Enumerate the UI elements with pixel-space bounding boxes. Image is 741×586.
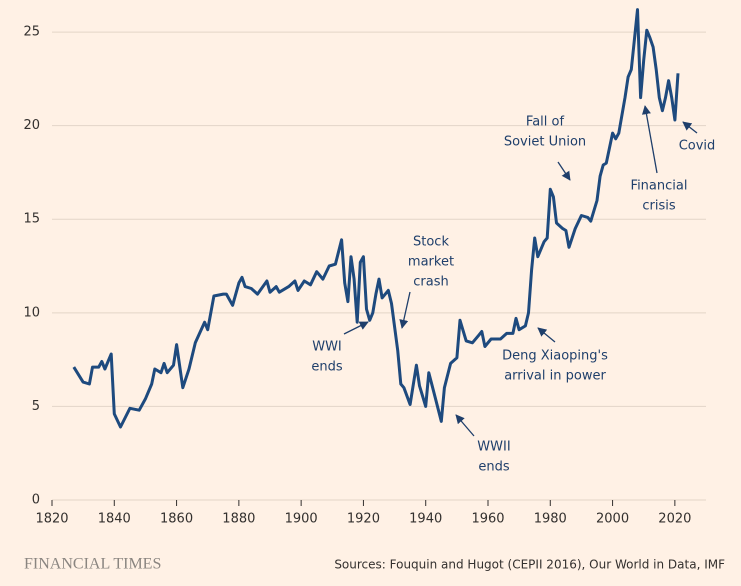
annotation: market [408,255,454,270]
annotation: WWII [477,440,510,455]
x-tick-label: 1960 [471,512,504,527]
source: Sources: Fouquin and Hugot (CEPII 2016),… [334,558,725,572]
x-tick-label: 1840 [98,512,131,527]
data-line [72,8,680,429]
annotation: Financial [631,179,688,194]
annotation-arrow [343,321,369,335]
brand: FINANCIAL TIMES [24,556,161,573]
annotation: Covid [679,139,716,154]
annotation: WWI [312,340,342,355]
annotation-arrow [641,105,658,174]
annotation-arrow [557,161,571,181]
annotation: ends [311,360,342,375]
annotation-arrow [455,414,475,437]
annotation: arrival in power [504,369,606,384]
x-tick-label: 1880 [222,512,255,527]
x-tick-label: 1920 [347,512,380,527]
x-tick-label: 1980 [534,512,567,527]
y-tick-label: 15 [23,212,40,227]
annotation-arrow [399,291,411,329]
annotation: ends [478,460,509,475]
annotation: Fall of [526,115,565,130]
y-tick-label: 5 [32,399,40,414]
y-tick-label: 10 [23,305,40,320]
x-tick-label: 1860 [160,512,193,527]
annotation: crash [413,275,448,290]
annotation: Soviet Union [504,135,586,150]
x-tick-label: 2000 [596,512,629,527]
y-tick-label: 20 [23,118,40,133]
x-tick-label: 1900 [285,512,318,527]
annotation-arrow [537,327,556,343]
annotation-arrow [682,121,698,134]
x-tick-label: 2020 [658,512,691,527]
x-tick-label: 1820 [35,512,68,527]
x-tick-label: 1940 [409,512,442,527]
y-tick-label: 25 [23,25,40,40]
annotation: Stock [413,235,449,250]
annotation: crisis [642,199,675,214]
y-tick-label: 0 [32,493,40,508]
annotation: Deng Xiaoping's [502,349,608,364]
